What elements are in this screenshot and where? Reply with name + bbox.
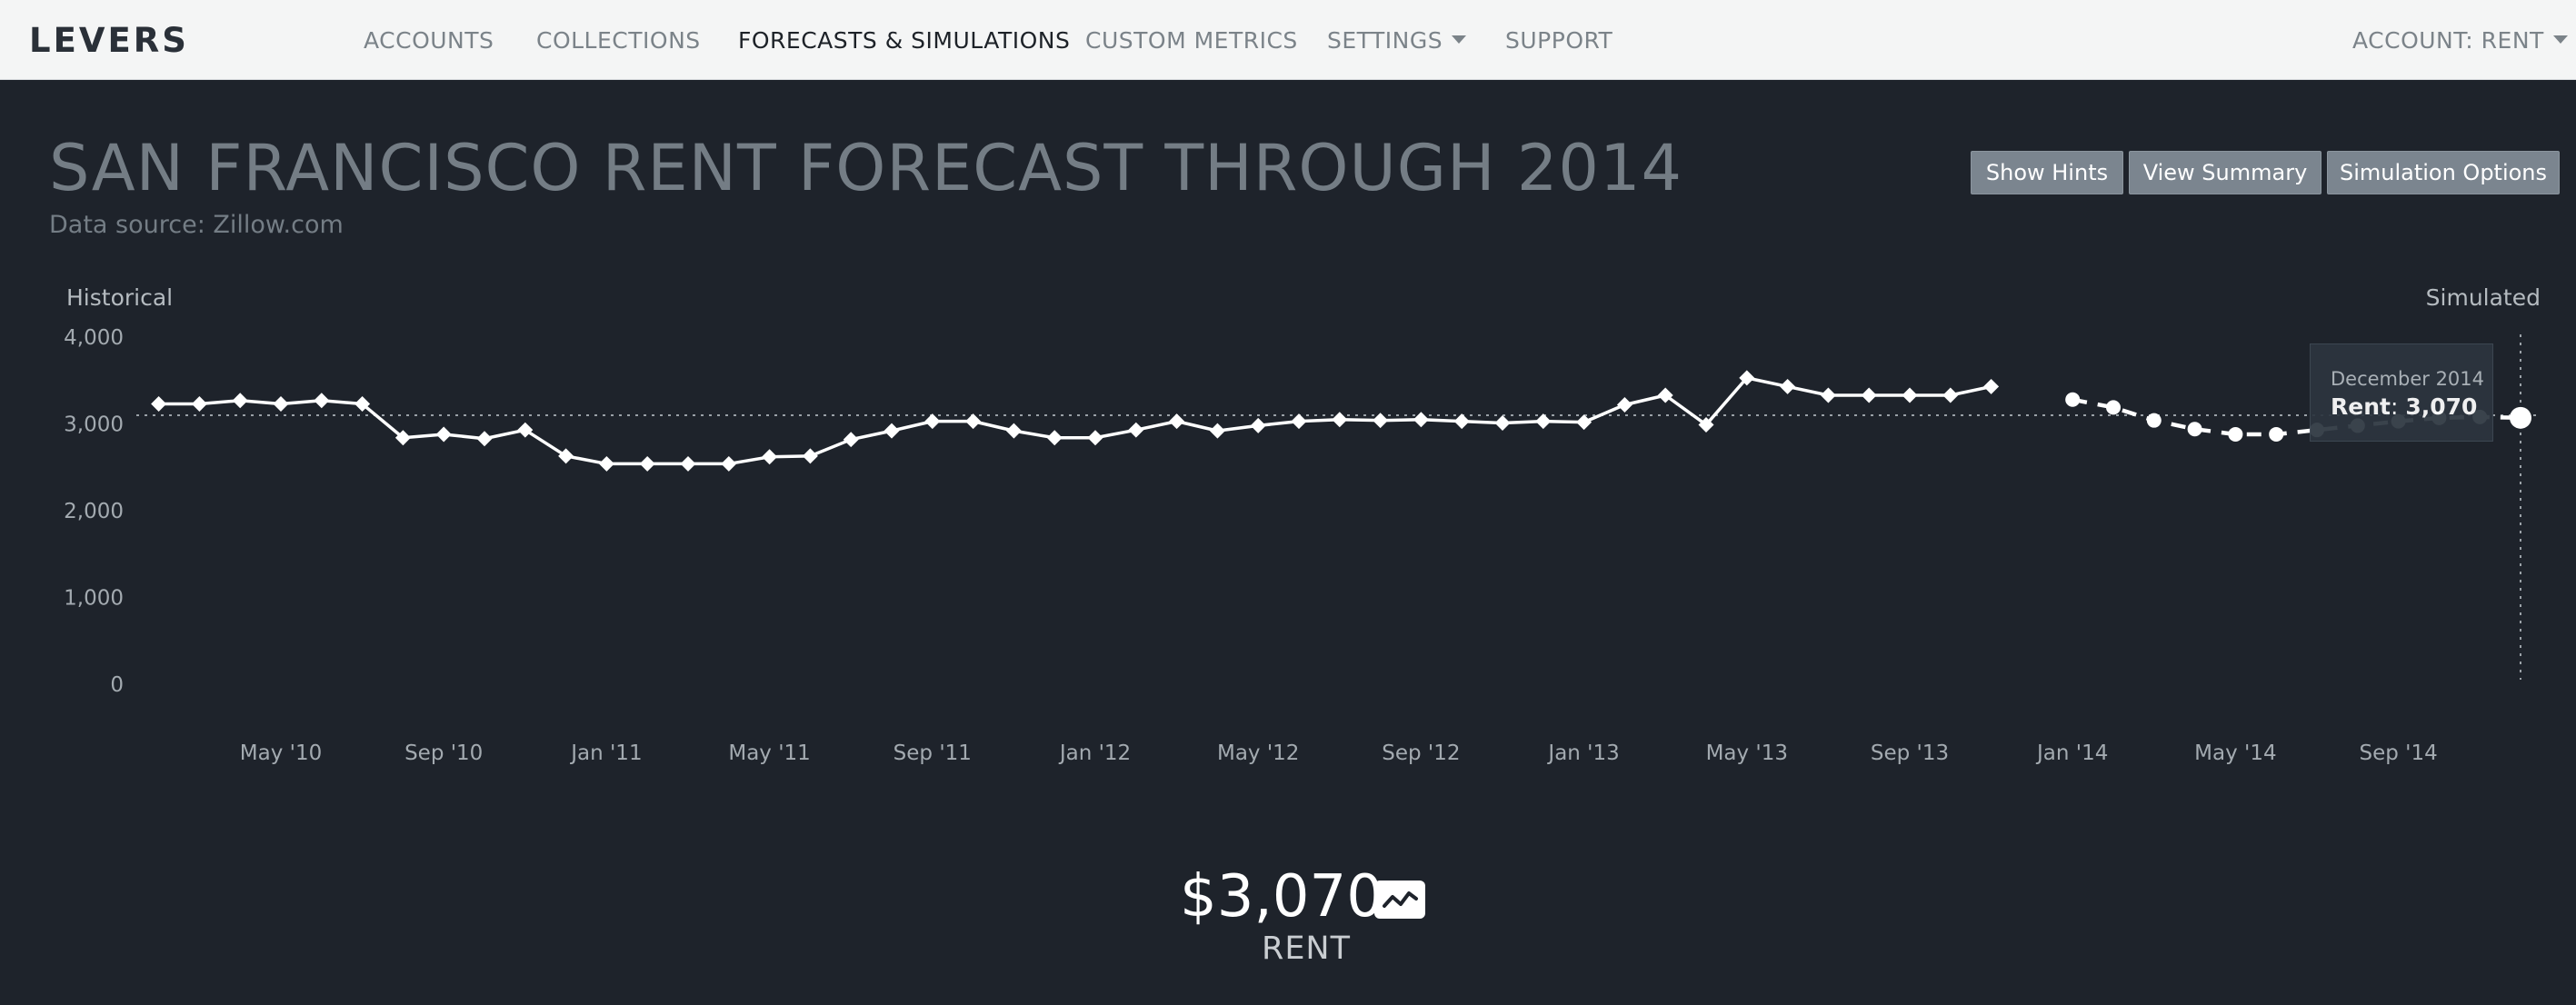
nav-custom-metrics[interactable]: CUSTOM METRICS [1085,27,1298,54]
historical-point [1983,378,2000,394]
historical-point [232,393,248,409]
historical-point [394,430,411,446]
historical-point [191,396,207,413]
x-tick-label: Jan '11 [569,741,642,765]
historical-point [1332,412,1348,428]
historical-point [1820,387,1836,403]
x-tick-label: Jan '12 [1058,741,1131,765]
historical-point [435,426,452,443]
chevron-down-icon [2552,35,2568,44]
historical-point [314,393,330,409]
simulated-point [2228,426,2243,442]
nav-support[interactable]: SUPPORT [1505,27,1613,54]
historical-point [802,448,818,464]
top-navbar: LEVERS ACCOUNTS COLLECTIONS FORECASTS & … [0,0,2576,80]
nav-collections[interactable]: COLLECTIONS [536,27,701,54]
historical-point [151,396,167,413]
show-hints-button[interactable]: Show Hints [1971,151,2123,194]
historical-point [1494,415,1511,432]
historical-point [1576,414,1593,431]
x-tick-label: Jan '14 [2035,741,2108,765]
view-summary-button[interactable]: View Summary [2129,151,2321,194]
historical-point [1453,413,1470,430]
historical-point [884,423,900,439]
simulated-point [2187,422,2202,437]
simulated-section-label: Simulated [2426,284,2541,311]
historical-point [517,422,534,438]
x-tick-label: May '11 [728,741,810,765]
chevron-down-icon [1452,35,1467,44]
historical-point [1373,413,1389,429]
historical-point [680,455,696,472]
historical-point [1250,417,1266,433]
x-tick-label: Jan '13 [1546,741,1619,765]
historical-point [476,431,493,447]
historical-section-label: Historical [66,284,173,311]
x-tick-label: Sep '12 [1382,741,1460,765]
historical-point [762,449,778,465]
tooltip-series-name: Rent [2331,393,2391,420]
data-source-note: Data source: Zillow.com [49,211,344,239]
simulated-point-selected [2510,406,2531,429]
y-tick-label: 0 [110,673,124,697]
historical-point [1780,378,1796,394]
account-menu-label: ACCOUNT: RENT [2352,27,2544,54]
page-title: SAN FRANCISCO RENT FORECAST THROUGH 2014 [49,131,1683,205]
historical-point [924,413,941,430]
x-tick-label: May '14 [2194,741,2276,765]
historical-point [558,448,574,464]
historical-point [598,455,614,472]
y-tick-label: 3,000 [64,413,124,437]
historical-point [1087,430,1103,446]
x-tick-label: Sep '13 [1871,741,1949,765]
historical-point [1413,412,1429,428]
simulated-point [2146,413,2162,428]
x-tick-label: Sep '14 [2359,741,2437,765]
historical-point [1616,397,1632,413]
brand-logo[interactable]: LEVERS [29,21,189,60]
x-tick-label: May '12 [1217,741,1299,765]
historical-point [1902,387,1918,403]
y-tick-label: 1,000 [64,587,124,611]
line-chart-icon[interactable] [1374,881,1425,919]
nav-settings-label: SETTINGS [1327,27,1443,54]
simulated-point [2269,426,2284,442]
historical-point [354,396,371,413]
historical-point [1291,413,1307,430]
historical-point [1169,413,1185,430]
tooltip-value: Rent: 3,070 [2331,393,2478,420]
historical-point [1128,422,1144,438]
x-tick-label: May '13 [1706,741,1788,765]
historical-point [1942,387,1959,403]
x-tick-label: May '10 [240,741,322,765]
nav-settings[interactable]: SETTINGS [1327,27,1467,54]
historical-point [1046,430,1063,446]
historical-point [639,455,655,472]
y-tick-label: 4,000 [64,326,124,350]
nav-forecasts-simulations[interactable]: FORECASTS & SIMULATIONS [738,27,1071,54]
nav-accounts[interactable]: ACCOUNTS [364,27,494,54]
historical-point [843,432,859,448]
chart-tooltip: December 2014 Rent: 3,070 [2310,343,2493,442]
x-tick-label: Sep '10 [404,741,483,765]
historical-point [721,455,737,472]
forecast-label: RENT [1262,930,1351,967]
simulation-options-button[interactable]: Simulation Options [2327,151,2560,194]
simulated-point [2065,392,2081,407]
tooltip-series-value: 3,070 [2405,393,2478,420]
tooltip-date: December 2014 [2331,368,2485,390]
historical-point [1209,423,1225,439]
forecast-value: $3,070 [1180,863,1383,930]
x-tick-label: Sep '11 [894,741,972,765]
rent-forecast-chart: Historical Simulated 4,000 3,000 2,000 1,00… [64,284,2541,765]
historical-series-line [158,376,1992,466]
simulated-point [2106,400,2121,415]
historical-point [1005,423,1022,439]
y-tick-label: 2,000 [64,500,124,523]
historical-point [1861,387,1877,403]
historical-point [273,396,289,413]
historical-point [965,413,982,430]
account-menu[interactable]: ACCOUNT: RENT [2352,27,2568,54]
